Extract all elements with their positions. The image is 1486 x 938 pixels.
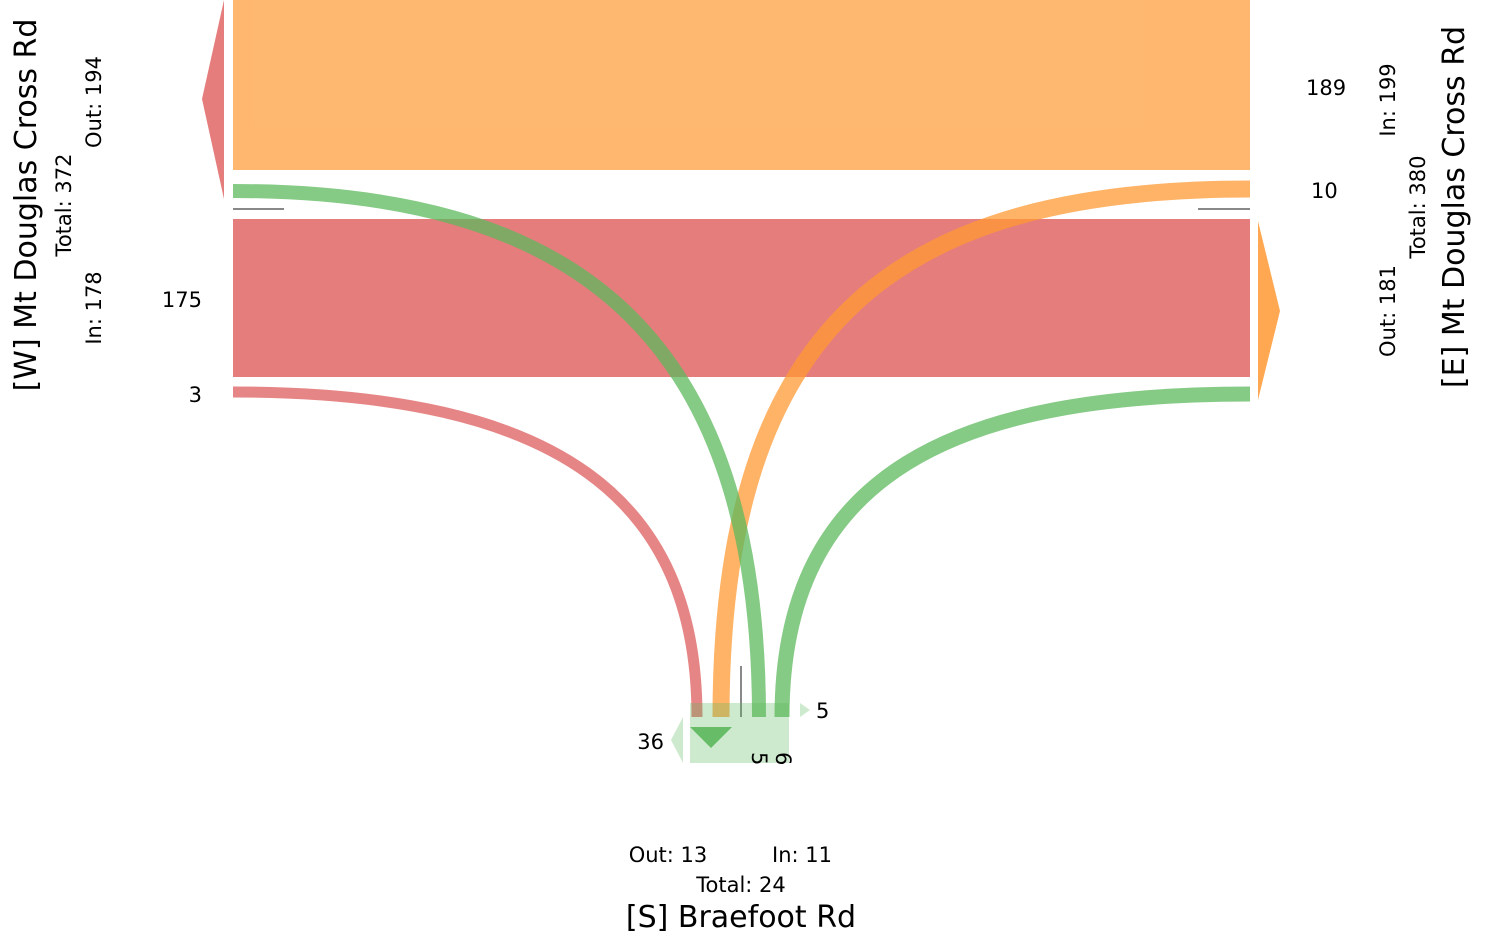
south-road-total: Total: 24 (695, 873, 786, 897)
west-exit-arrow (202, 0, 224, 199)
label-west-to-east: 175 (162, 288, 202, 312)
flow-east-to-south (712, 180, 1251, 718)
south-side-right-arrow (800, 703, 810, 717)
label-east-to-south: 10 (1311, 179, 1338, 203)
south-road-in: In: 11 (772, 843, 832, 867)
label-south-to-west: 5 (747, 752, 771, 765)
flow-east-to-west (233, 0, 1250, 170)
flow-west-to-south (232, 386, 703, 718)
label-east-to-west: 189 (1306, 76, 1346, 100)
label-west-to-south: 3 (189, 383, 202, 407)
west-road-total: Total: 372 (52, 154, 76, 258)
east-road-out: Out: 181 (1376, 265, 1400, 357)
label-south-side-right: 5 (816, 699, 829, 723)
west-road-in: In: 178 (82, 271, 106, 344)
east-exit-arrow (1258, 221, 1280, 400)
flow-west-to-east (233, 219, 1250, 377)
east-road-name: [E] Mt Douglas Cross Rd (1437, 26, 1472, 388)
east-road-in: In: 199 (1376, 63, 1400, 136)
south-road-name: [S] Braefoot Rd (626, 900, 856, 935)
flow-south-to-east (774, 386, 1251, 718)
east-road-total: Total: 380 (1406, 156, 1430, 260)
west-road-out: Out: 194 (82, 56, 106, 148)
label-south-to-east: 6 (771, 752, 795, 765)
south-side-left-arrow (671, 717, 683, 763)
label-south-uturn: 36 (637, 730, 664, 754)
south-road-out: Out: 13 (629, 843, 708, 867)
west-road-name: [W] Mt Douglas Cross Rd (9, 19, 44, 392)
south-uturn-marker (690, 727, 732, 748)
flow-south-to-west (232, 184, 766, 718)
